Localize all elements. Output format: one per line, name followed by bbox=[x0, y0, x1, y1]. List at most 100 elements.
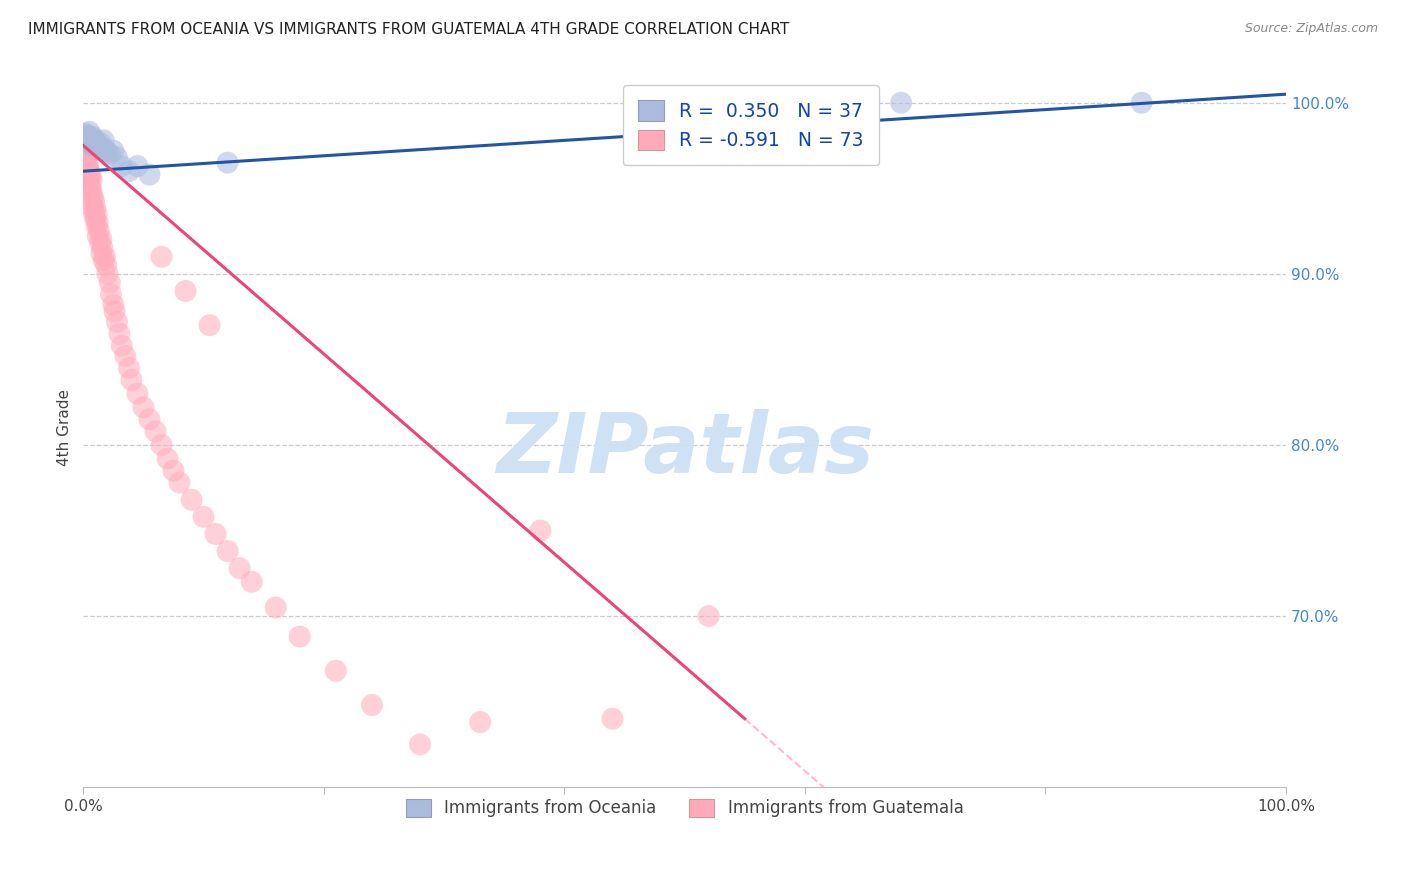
Point bbox=[288, 630, 311, 644]
Point bbox=[80, 173, 103, 187]
Point bbox=[76, 128, 98, 143]
Point bbox=[84, 212, 107, 227]
Point bbox=[1130, 95, 1153, 110]
Point bbox=[108, 326, 131, 341]
Point bbox=[217, 155, 239, 169]
Point bbox=[87, 229, 110, 244]
Text: Source: ZipAtlas.com: Source: ZipAtlas.com bbox=[1244, 22, 1378, 36]
Point bbox=[86, 207, 108, 221]
Point bbox=[94, 258, 117, 272]
Point bbox=[240, 574, 263, 589]
Legend: Immigrants from Oceania, Immigrants from Guatemala: Immigrants from Oceania, Immigrants from… bbox=[398, 790, 972, 826]
Point bbox=[80, 135, 103, 149]
Point bbox=[138, 168, 160, 182]
Point bbox=[82, 202, 104, 216]
Point bbox=[174, 284, 197, 298]
Point bbox=[94, 250, 117, 264]
Point bbox=[204, 527, 226, 541]
Point bbox=[93, 253, 115, 268]
Point bbox=[529, 524, 551, 538]
Point bbox=[80, 133, 103, 147]
Point bbox=[93, 133, 115, 147]
Y-axis label: 4th Grade: 4th Grade bbox=[58, 389, 72, 467]
Point bbox=[83, 136, 105, 151]
Point bbox=[79, 173, 101, 187]
Point bbox=[180, 492, 202, 507]
Point bbox=[89, 140, 111, 154]
Point bbox=[111, 159, 134, 173]
Point bbox=[84, 133, 107, 147]
Point bbox=[94, 144, 117, 158]
Point bbox=[409, 738, 432, 752]
Point bbox=[83, 194, 105, 209]
Point bbox=[91, 241, 114, 255]
Point bbox=[77, 164, 100, 178]
Point bbox=[77, 130, 100, 145]
Point bbox=[127, 159, 149, 173]
Point bbox=[145, 424, 167, 438]
Point bbox=[79, 168, 101, 182]
Point bbox=[86, 135, 108, 149]
Point bbox=[75, 151, 97, 165]
Point bbox=[76, 151, 98, 165]
Point bbox=[602, 712, 624, 726]
Point bbox=[325, 664, 347, 678]
Point bbox=[361, 698, 384, 712]
Point bbox=[90, 233, 112, 247]
Point bbox=[79, 125, 101, 139]
Point bbox=[77, 135, 100, 149]
Point bbox=[103, 144, 125, 158]
Point bbox=[114, 349, 136, 363]
Point bbox=[84, 202, 107, 216]
Point bbox=[103, 304, 125, 318]
Point bbox=[91, 142, 114, 156]
Point bbox=[105, 315, 128, 329]
Point bbox=[96, 145, 118, 160]
Point bbox=[76, 131, 98, 145]
Point bbox=[80, 185, 103, 199]
Point bbox=[118, 164, 141, 178]
Text: ZIPatlas: ZIPatlas bbox=[496, 409, 873, 490]
Point bbox=[132, 401, 155, 415]
Point bbox=[156, 451, 179, 466]
Point bbox=[75, 144, 97, 158]
Point bbox=[84, 138, 107, 153]
Point bbox=[98, 147, 121, 161]
Point bbox=[76, 161, 98, 175]
Point bbox=[127, 386, 149, 401]
Point bbox=[105, 151, 128, 165]
Point bbox=[103, 298, 125, 312]
Point bbox=[96, 267, 118, 281]
Point bbox=[169, 475, 191, 490]
Point bbox=[217, 544, 239, 558]
Point bbox=[87, 215, 110, 229]
Point bbox=[79, 131, 101, 145]
Point bbox=[90, 136, 112, 151]
Point bbox=[193, 509, 215, 524]
Point bbox=[87, 138, 110, 153]
Point bbox=[100, 287, 122, 301]
Point bbox=[120, 373, 142, 387]
Point bbox=[87, 138, 110, 153]
Point bbox=[86, 219, 108, 233]
Point bbox=[79, 181, 101, 195]
Point bbox=[83, 207, 105, 221]
Text: IMMIGRANTS FROM OCEANIA VS IMMIGRANTS FROM GUATEMALA 4TH GRADE CORRELATION CHART: IMMIGRANTS FROM OCEANIA VS IMMIGRANTS FR… bbox=[28, 22, 789, 37]
Point bbox=[150, 250, 173, 264]
Point bbox=[138, 412, 160, 426]
Point bbox=[75, 133, 97, 147]
Point bbox=[697, 609, 720, 624]
Point bbox=[890, 95, 912, 110]
Point bbox=[162, 464, 184, 478]
Point bbox=[79, 178, 101, 192]
Point bbox=[79, 138, 101, 153]
Point bbox=[82, 190, 104, 204]
Point bbox=[118, 361, 141, 376]
Point bbox=[82, 131, 104, 145]
Point bbox=[77, 159, 100, 173]
Point bbox=[73, 147, 96, 161]
Point bbox=[150, 438, 173, 452]
Point bbox=[264, 600, 287, 615]
Point bbox=[77, 168, 100, 182]
Point bbox=[76, 155, 98, 169]
